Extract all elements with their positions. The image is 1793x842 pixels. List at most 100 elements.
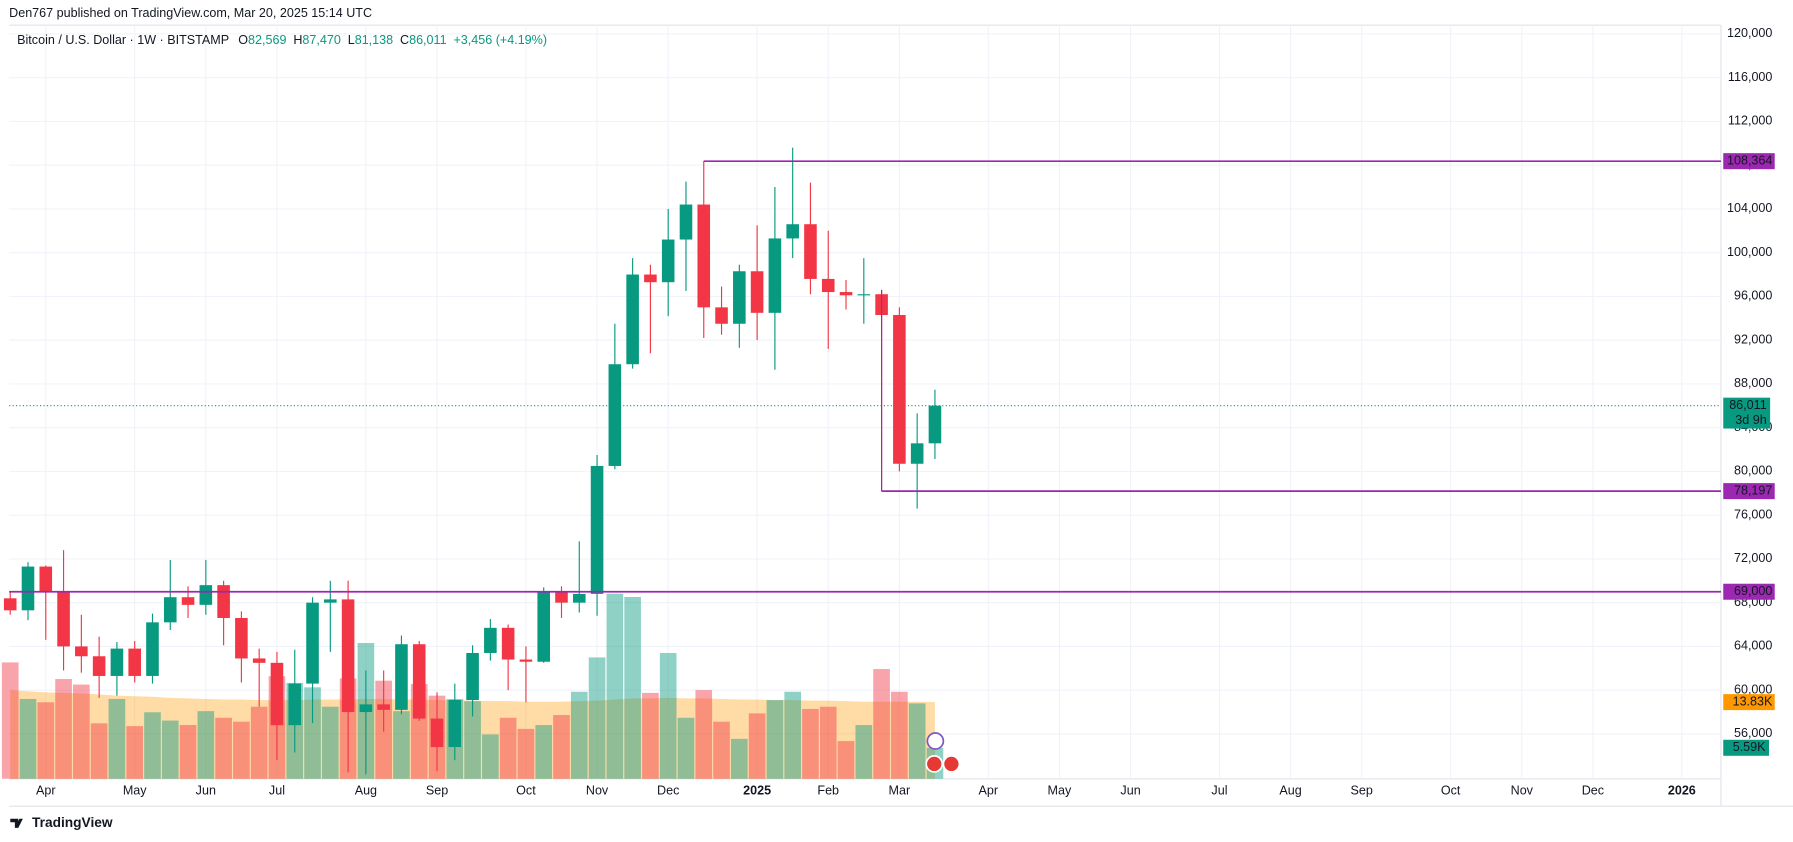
candle-body xyxy=(146,622,159,676)
x-tick-label: Nov xyxy=(1511,784,1534,798)
volume-bar xyxy=(126,726,144,779)
candle-body xyxy=(21,566,35,611)
volume-bar xyxy=(570,691,588,779)
volume-bar xyxy=(891,691,908,779)
x-tick-label: Jul xyxy=(1211,784,1227,798)
candle-body xyxy=(163,597,177,623)
volume-bar xyxy=(517,728,535,779)
legend: Bitcoin / U.S. Dollar · 1W · BITSTAMP O82… xyxy=(17,33,547,47)
volume-ma-area xyxy=(10,690,935,779)
volume-bar xyxy=(642,692,659,779)
x-tick-label: Nov xyxy=(586,784,609,798)
volume-bar xyxy=(731,738,748,779)
volume-bar xyxy=(108,698,126,779)
last-price-label: 86,011 xyxy=(1729,398,1767,412)
candle-body xyxy=(377,704,390,710)
x-tick-label: May xyxy=(1048,784,1072,798)
volume-bar xyxy=(766,700,784,779)
candle-body xyxy=(733,271,746,324)
volume-ma-label: 13.83K xyxy=(1733,694,1773,708)
candle-body xyxy=(484,627,497,653)
candle-body xyxy=(199,585,213,605)
candle-body xyxy=(395,644,408,710)
legend-key: L xyxy=(348,33,355,47)
x-tick-label: Feb xyxy=(817,784,839,798)
level-price-label: 78,197 xyxy=(1734,483,1772,497)
volume-bar xyxy=(393,711,410,779)
candle-body xyxy=(910,443,924,464)
volume-bar xyxy=(144,712,161,779)
x-tick-label: Aug xyxy=(355,784,377,798)
volume-bar xyxy=(90,723,108,779)
event-flag-icon xyxy=(942,755,961,773)
candle-body xyxy=(839,292,853,296)
volume-bar xyxy=(321,706,339,779)
legend-key: O xyxy=(238,33,248,47)
candle-body xyxy=(804,224,817,279)
volume-bar xyxy=(304,687,321,779)
candle-body xyxy=(501,627,515,660)
logo-icon xyxy=(10,818,23,828)
candle-body xyxy=(590,465,604,594)
y-tick-label: 104,000 xyxy=(1727,201,1772,215)
candle-body xyxy=(697,204,711,308)
legend-key: C xyxy=(400,33,409,47)
volume-bar xyxy=(553,715,570,779)
x-tick-label: Aug xyxy=(1279,784,1301,798)
y-tick-label: 76,000 xyxy=(1734,507,1772,521)
candle-body xyxy=(181,597,195,605)
candle-body xyxy=(235,617,248,659)
volume-bar xyxy=(179,725,197,779)
volume-bar xyxy=(606,593,624,779)
countdown-label: 3d 9h xyxy=(1735,413,1766,427)
candle-body xyxy=(786,224,799,239)
candle-body xyxy=(252,658,266,663)
y-tick-label: 92,000 xyxy=(1734,332,1772,346)
volume-bar xyxy=(482,734,499,779)
volume-last-label: 5.59K xyxy=(1733,740,1766,754)
volume-bar xyxy=(250,706,268,779)
x-tick-label: Sep xyxy=(1351,784,1373,798)
volume-bar xyxy=(908,703,926,779)
candle-body xyxy=(430,718,444,748)
volume-bar xyxy=(713,721,730,779)
candle-body xyxy=(661,239,675,283)
x-tick-label: Jun xyxy=(196,784,216,798)
candle-body xyxy=(537,591,551,662)
volume-bar xyxy=(55,679,72,779)
volume-bar xyxy=(837,741,855,779)
y-tick-label: 112,000 xyxy=(1728,114,1772,128)
y-tick-label: 96,000 xyxy=(1734,289,1772,303)
candle-body xyxy=(288,683,302,726)
y-tick-label: 72,000 xyxy=(1734,551,1772,565)
volume-bar xyxy=(37,702,55,779)
x-tick-label: Oct xyxy=(1441,784,1461,798)
candle-body xyxy=(857,294,871,296)
candle-body xyxy=(448,700,462,748)
volume-bar xyxy=(819,706,837,779)
logo: TradingView xyxy=(10,815,113,830)
volume-bar xyxy=(624,597,641,779)
legend-change: +3,456 (+4.19%) xyxy=(453,33,547,47)
event-flag-icon xyxy=(925,755,944,773)
legend-value: 87,470 xyxy=(302,33,340,47)
legend-symbol: Bitcoin / U.S. Dollar · 1W · BITSTAMP xyxy=(17,33,229,47)
candle-body xyxy=(928,405,942,444)
volume-bar xyxy=(197,711,215,779)
candle-body xyxy=(270,662,284,726)
x-tick-label: Mar xyxy=(889,784,911,798)
volume-bar xyxy=(855,725,873,779)
candle-body xyxy=(110,648,124,676)
candle-body xyxy=(608,364,622,466)
x-tick-label: Dec xyxy=(1582,784,1604,798)
volume-bar xyxy=(802,708,819,779)
y-tick-label: 88,000 xyxy=(1734,376,1772,390)
candle-body xyxy=(57,591,70,647)
level-price-box xyxy=(1723,583,1775,600)
candle-body xyxy=(359,704,373,713)
x-tick-label: Apr xyxy=(36,784,56,798)
level-price-label: 108,364 xyxy=(1727,154,1772,168)
overlays xyxy=(9,160,1721,593)
